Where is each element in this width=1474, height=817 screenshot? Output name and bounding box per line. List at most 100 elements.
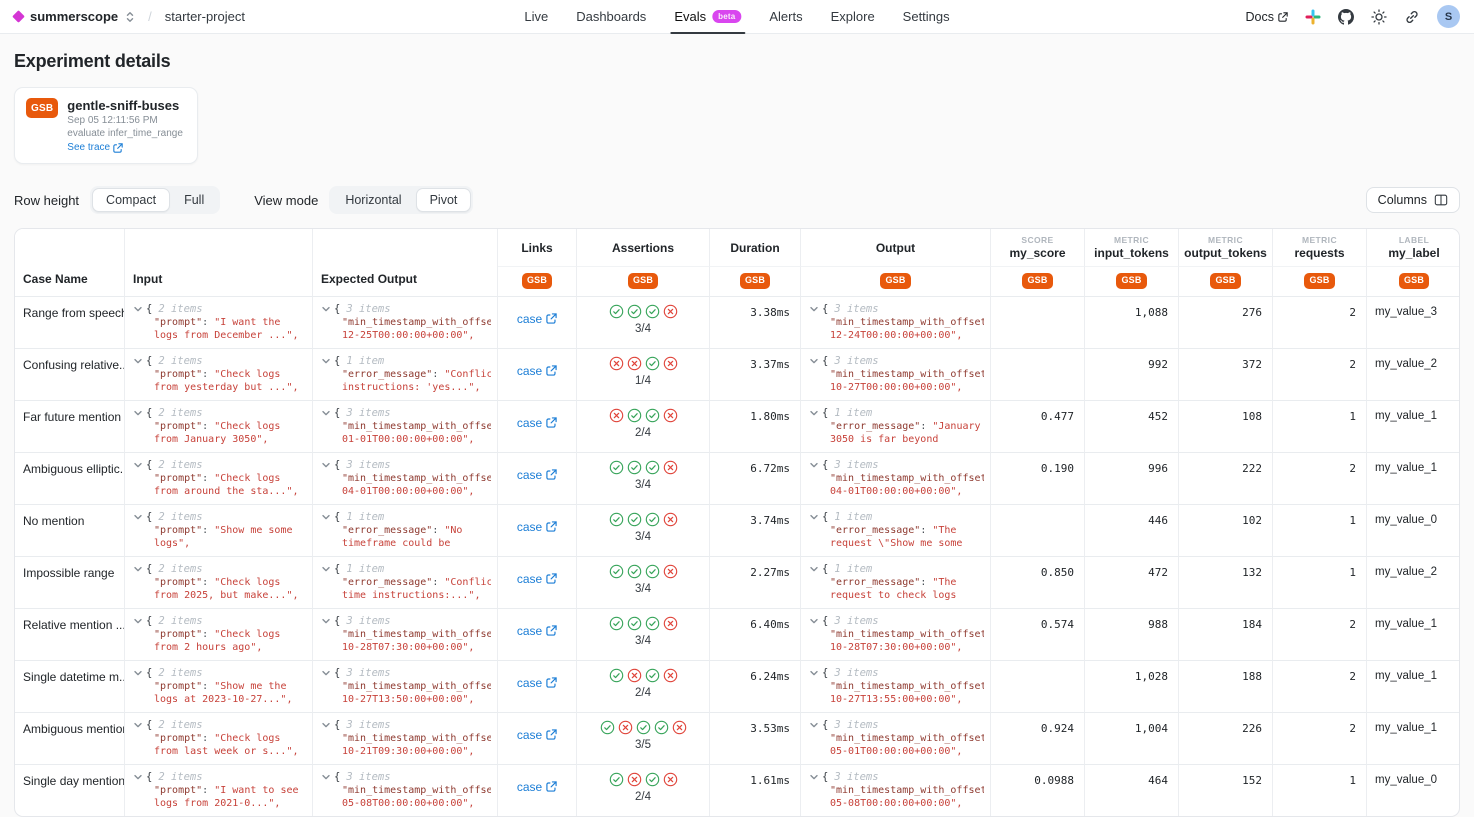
expand-chevron-icon[interactable] xyxy=(809,564,819,574)
case-link[interactable]: case xyxy=(517,520,557,534)
assertion-pass-icon[interactable] xyxy=(627,512,642,527)
assertion-pass-icon[interactable] xyxy=(645,304,660,319)
expand-chevron-icon[interactable] xyxy=(133,512,143,522)
expand-chevron-icon[interactable] xyxy=(809,304,819,314)
case-link[interactable]: case xyxy=(517,416,557,430)
assertion-pass-icon[interactable] xyxy=(609,772,624,787)
assertion-pass-icon[interactable] xyxy=(600,720,615,735)
expand-chevron-icon[interactable] xyxy=(133,460,143,470)
assertion-pass-icon[interactable] xyxy=(609,564,624,579)
assertion-fail-icon[interactable] xyxy=(627,668,642,683)
case-link[interactable]: case xyxy=(517,728,557,742)
view-mode-option-horizontal[interactable]: Horizontal xyxy=(331,188,415,212)
assertion-pass-icon[interactable] xyxy=(645,616,660,631)
expand-chevron-icon[interactable] xyxy=(321,720,331,730)
expand-chevron-icon[interactable] xyxy=(321,304,331,314)
assertion-fail-icon[interactable] xyxy=(618,720,633,735)
case-link[interactable]: case xyxy=(517,312,557,326)
assertion-pass-icon[interactable] xyxy=(645,564,660,579)
assertion-pass-icon[interactable] xyxy=(627,564,642,579)
assertion-fail-icon[interactable] xyxy=(627,356,642,371)
expand-chevron-icon[interactable] xyxy=(809,356,819,366)
assertion-fail-icon[interactable] xyxy=(663,616,678,631)
assertion-fail-icon[interactable] xyxy=(663,356,678,371)
nav-item-live[interactable]: Live xyxy=(524,0,548,34)
assertion-fail-icon[interactable] xyxy=(663,512,678,527)
case-link[interactable]: case xyxy=(517,676,557,690)
expand-chevron-icon[interactable] xyxy=(809,616,819,626)
assertion-pass-icon[interactable] xyxy=(627,616,642,631)
expand-chevron-icon[interactable] xyxy=(321,616,331,626)
expand-chevron-icon[interactable] xyxy=(809,668,819,678)
expand-chevron-icon[interactable] xyxy=(133,772,143,782)
assertion-pass-icon[interactable] xyxy=(645,460,660,475)
view-mode-option-pivot[interactable]: Pivot xyxy=(415,188,472,212)
assertion-fail-icon[interactable] xyxy=(627,772,642,787)
docs-link[interactable]: Docs xyxy=(1246,10,1288,24)
expand-chevron-icon[interactable] xyxy=(809,512,819,522)
expand-chevron-icon[interactable] xyxy=(809,408,819,418)
assertion-fail-icon[interactable] xyxy=(663,460,678,475)
assertion-pass-icon[interactable] xyxy=(609,616,624,631)
expand-chevron-icon[interactable] xyxy=(133,408,143,418)
expand-chevron-icon[interactable] xyxy=(321,564,331,574)
assertion-fail-icon[interactable] xyxy=(663,668,678,683)
workspace-switcher[interactable]: summerscope / starter-project xyxy=(12,9,245,24)
assertion-pass-icon[interactable] xyxy=(645,356,660,371)
see-trace-link[interactable]: See trace xyxy=(67,142,183,153)
assertion-fail-icon[interactable] xyxy=(663,408,678,423)
case-link[interactable]: case xyxy=(517,780,557,794)
case-link[interactable]: case xyxy=(517,624,557,638)
expand-chevron-icon[interactable] xyxy=(133,564,143,574)
expand-chevron-icon[interactable] xyxy=(133,356,143,366)
github-icon[interactable] xyxy=(1338,8,1354,25)
breadcrumb-project[interactable]: starter-project xyxy=(164,9,245,24)
slack-icon[interactable] xyxy=(1305,9,1321,25)
assertion-pass-icon[interactable] xyxy=(645,772,660,787)
expand-chevron-icon[interactable] xyxy=(809,772,819,782)
assertion-pass-icon[interactable] xyxy=(645,668,660,683)
expand-chevron-icon[interactable] xyxy=(133,304,143,314)
nav-item-alerts[interactable]: Alerts xyxy=(769,0,802,34)
assertion-pass-icon[interactable] xyxy=(636,720,651,735)
nav-item-explore[interactable]: Explore xyxy=(831,0,875,34)
assertion-pass-icon[interactable] xyxy=(609,512,624,527)
expand-chevron-icon[interactable] xyxy=(321,668,331,678)
theme-toggle-icon[interactable] xyxy=(1371,8,1387,25)
user-avatar[interactable]: S xyxy=(1437,5,1460,28)
nav-item-dashboards[interactable]: Dashboards xyxy=(576,0,646,34)
share-link-icon[interactable] xyxy=(1404,9,1420,25)
assertion-fail-icon[interactable] xyxy=(609,356,624,371)
expand-chevron-icon[interactable] xyxy=(321,356,331,366)
assertion-fail-icon[interactable] xyxy=(609,408,624,423)
expand-chevron-icon[interactable] xyxy=(321,512,331,522)
row-height-option-compact[interactable]: Compact xyxy=(92,188,171,212)
expand-chevron-icon[interactable] xyxy=(321,460,331,470)
nav-item-evals[interactable]: Evals beta xyxy=(670,0,746,34)
assertion-fail-icon[interactable] xyxy=(663,772,678,787)
row-height-option-full[interactable]: Full xyxy=(170,188,218,212)
case-link[interactable]: case xyxy=(517,364,557,378)
expand-chevron-icon[interactable] xyxy=(133,720,143,730)
assertion-fail-icon[interactable] xyxy=(663,564,678,579)
assertion-pass-icon[interactable] xyxy=(627,460,642,475)
assertion-pass-icon[interactable] xyxy=(627,304,642,319)
assertion-pass-icon[interactable] xyxy=(645,408,660,423)
assertion-pass-icon[interactable] xyxy=(645,512,660,527)
expand-chevron-icon[interactable] xyxy=(133,616,143,626)
assertion-pass-icon[interactable] xyxy=(654,720,669,735)
assertion-fail-icon[interactable] xyxy=(672,720,687,735)
expand-chevron-icon[interactable] xyxy=(321,408,331,418)
expand-chevron-icon[interactable] xyxy=(133,668,143,678)
expand-chevron-icon[interactable] xyxy=(809,460,819,470)
assertion-pass-icon[interactable] xyxy=(609,460,624,475)
assertion-pass-icon[interactable] xyxy=(609,668,624,683)
expand-chevron-icon[interactable] xyxy=(321,772,331,782)
expand-chevron-icon[interactable] xyxy=(809,720,819,730)
columns-button[interactable]: Columns xyxy=(1365,187,1460,213)
assertion-pass-icon[interactable] xyxy=(627,408,642,423)
case-link[interactable]: case xyxy=(517,468,557,482)
assertion-pass-icon[interactable] xyxy=(609,304,624,319)
assertion-fail-icon[interactable] xyxy=(663,304,678,319)
case-link[interactable]: case xyxy=(517,572,557,586)
